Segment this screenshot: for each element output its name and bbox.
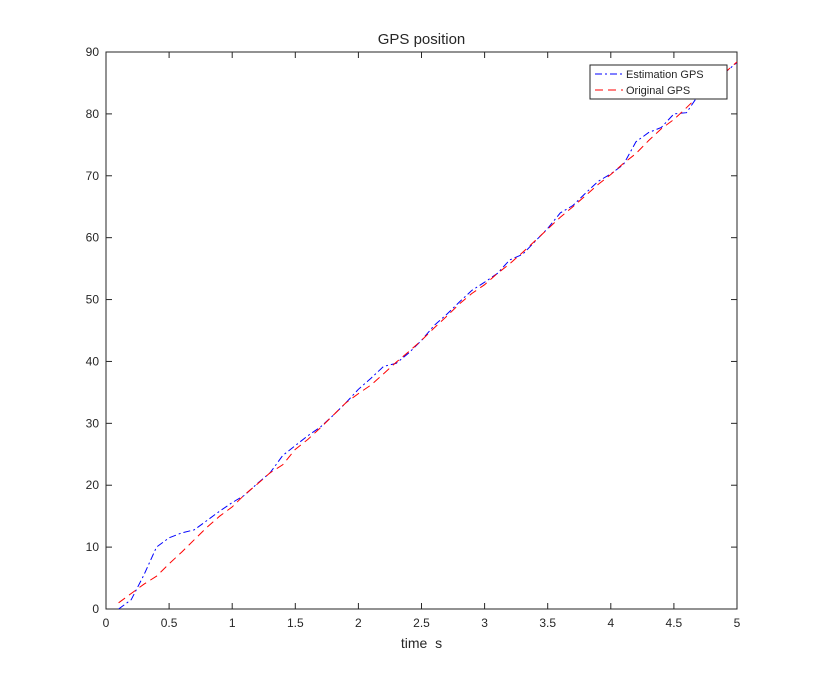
- x-tick-label: 4: [607, 616, 614, 630]
- x-tick-label: 4.5: [666, 616, 683, 630]
- y-tick-label: 80: [86, 107, 100, 121]
- series-layer: [118, 61, 737, 609]
- x-tick-label: 1: [229, 616, 236, 630]
- y-tick-label: 0: [92, 602, 99, 616]
- chart-title: GPS position: [378, 31, 466, 48]
- y-tick-label: 20: [86, 478, 100, 492]
- x-tick-label: 3: [481, 616, 488, 630]
- x-tick-label: 2.5: [413, 616, 430, 630]
- x-tick-label: 2: [355, 616, 362, 630]
- y-tick-label: 70: [86, 169, 100, 183]
- y-tick-label: 90: [86, 45, 100, 59]
- y-tick-label: 60: [86, 231, 100, 245]
- y-tick-label: 50: [86, 293, 100, 307]
- y-tick-label: 10: [86, 540, 100, 554]
- x-tick-label: 5: [734, 616, 741, 630]
- x-tick-label: 0: [103, 616, 110, 630]
- x-tick-label: 3.5: [539, 616, 556, 630]
- legend-label-estimation-gps: Estimation GPS: [626, 69, 704, 81]
- x-axis-title: time s: [401, 635, 442, 651]
- x-tick-label: 0.5: [161, 616, 178, 630]
- x-tick-label: 1.5: [287, 616, 304, 630]
- plot-area: [105, 51, 738, 610]
- legend-box: [589, 64, 728, 100]
- series-line-estimation-gps: [118, 62, 737, 609]
- legend-label-original-gps: Original GPS: [626, 85, 690, 97]
- y-tick-label: 30: [86, 416, 100, 430]
- legend: Estimation GPS Original GPS: [589, 64, 728, 100]
- y-tick-label: 40: [86, 354, 100, 368]
- series-line-original-gps: [118, 61, 737, 604]
